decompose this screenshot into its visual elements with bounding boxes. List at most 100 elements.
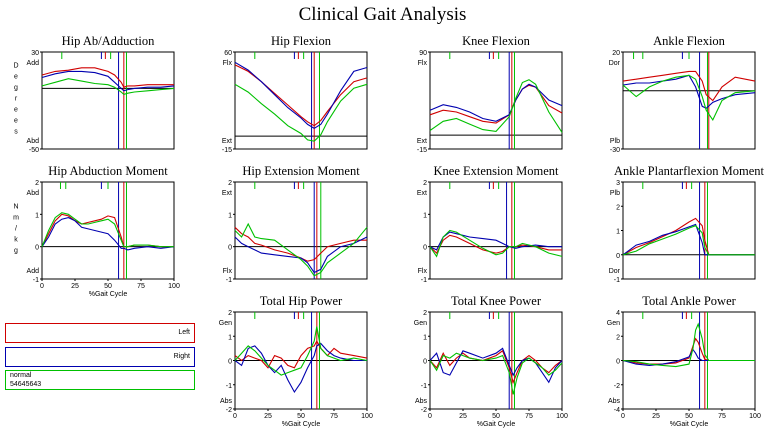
y-bottom-direction-label: Dor [609,268,621,275]
chart-title: Total Hip Power [260,294,343,308]
y-bottom-direction-label: Plb [610,138,620,145]
y-tick-label: -1 [421,277,427,284]
y-tick-label: -2 [421,407,427,414]
y-bottom-direction-label: Abs [220,398,233,405]
y-tick-label: 1 [423,334,427,341]
x-tick-label: 75 [330,413,338,420]
y-tick-label: -2 [614,383,620,390]
y-bottom-direction-label: Ext [417,138,427,145]
y-tick-label: -50 [29,147,39,154]
y-axis-label-char: N [13,204,18,211]
y-axis-label-char: s [14,129,18,136]
y-top-direction-label: Gen [414,320,427,327]
y-top-direction-label: Add [27,60,40,67]
series-line-normal [234,326,368,376]
y-axis-label-char: e [14,74,18,81]
chart-title: Total Knee Power [451,294,542,308]
legend-left: Left [5,323,195,343]
x-tick-label: 0 [40,283,44,290]
y-tick-label: -4 [614,407,620,414]
plot-frame [622,51,756,150]
legend-right-label: Right [173,353,190,360]
y-tick-label: -2 [226,407,232,414]
y-tick-label: -1 [421,383,427,390]
series-line-left [622,70,756,102]
x-tick-label: 50 [297,413,305,420]
y-top-direction-label: Ext [222,190,232,197]
y-tick-label: 0 [228,245,232,252]
y-tick-label: -30 [610,147,620,154]
series-line-normal [622,74,756,122]
series-line-right [41,217,175,251]
chart-total-hip-power: Total Hip Power 2 1 0 -1 -2 Gen Abs 0 25 50 75 100 %G… [219,294,373,428]
series-line-right [41,70,175,92]
y-tick-label: 0 [616,253,620,260]
legend-right: Right [5,347,195,367]
legend-normal-id: 54645643 [10,381,42,388]
series-line-normal [41,78,175,96]
chart-title: Ankle Plantarflexion Moment [614,164,764,178]
legend-normal-label: normal [10,372,32,379]
y-top-direction-label: Flx [223,60,233,67]
chart-knee-extension-moment: Knee Extension Moment 2 1 0 -1 Ext Flx [417,164,563,284]
series-line-left [234,339,368,369]
y-axis-label-char: k [14,237,18,244]
y-tick-label: 0 [423,245,427,252]
y-bottom-direction-label: Abd [27,138,40,145]
x-tick-label: 75 [718,413,726,420]
y-axis-label-char: g [14,248,18,255]
y-tick-label: -1 [614,277,620,284]
y-tick-label: 2 [423,310,427,317]
y-tick-label: 0 [228,359,232,366]
y-tick-label: 0 [423,359,427,366]
series-line-normal [429,352,563,395]
series-line-normal [234,222,368,277]
series-line-right [622,74,756,109]
y-tick-label: 2 [423,180,427,187]
chart-title: Total Ankle Power [642,294,736,308]
series-line-right [429,83,563,122]
chart-title: Knee Extension Moment [434,164,560,178]
chart-title: Knee Flexion [462,34,530,48]
y-tick-label: 1 [35,212,39,219]
y-tick-label: -1 [226,277,232,284]
x-axis-label: %Gait Cycle [282,421,321,428]
plot-frame [41,181,175,280]
chart-title: Ankle Flexion [653,34,726,48]
plot-frame [234,51,368,150]
series-line-right [234,342,367,394]
series-line-normal [41,212,174,248]
series-line-normal [622,225,755,256]
y-bottom-direction-label: Abs [608,398,621,405]
x-tick-label: 75 [525,413,533,420]
x-tick-label: 0 [621,413,625,420]
y-tick-label: 2 [228,310,232,317]
y-tick-label: 1 [423,212,427,219]
x-tick-label: 25 [459,413,467,420]
plot-frame [41,51,175,150]
y-tick-label: 2 [616,204,620,211]
y-tick-label: 0 [35,245,39,252]
y-tick-label: -1 [226,383,232,390]
y-axis-label-char: e [14,118,18,125]
y-bottom-direction-label: Abs [415,398,428,405]
chart-title: Hip Extension Moment [242,164,360,178]
series-line-normal [234,83,368,142]
y-tick-label: -1 [33,277,39,284]
series-line-right [234,236,368,274]
y-tick-label: -15 [222,147,232,154]
x-axis-label: %Gait Cycle [89,291,128,298]
plot-frame [429,51,563,150]
y-top-direction-label: Plb [610,190,620,197]
x-tick-label: 100 [361,413,373,420]
chart-total-ankle-power: Total Ankle Power 4 2 0 -2 -4 Gen Abs 0 25 50 75 100… [607,294,761,428]
x-tick-label: 50 [492,413,500,420]
x-tick-label: 0 [233,413,237,420]
y-tick-label: 20 [612,50,620,57]
chart-knee-flexion: Knee Flexion 90 -15 Flx Ext [417,34,563,154]
series-line-normal [429,79,563,133]
y-tick-label: 2 [228,180,232,187]
chart-title: Hip Abduction Moment [48,164,168,178]
y-top-direction-label: Dor [609,60,621,67]
